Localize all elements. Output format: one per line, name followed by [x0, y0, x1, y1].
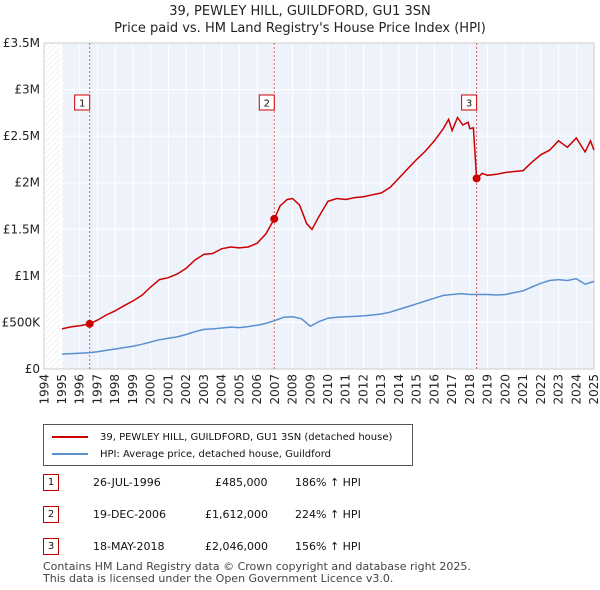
x-tick-label: 2005 [232, 374, 246, 405]
y-tick-label: £3.5M [3, 36, 40, 50]
plot-background [44, 43, 594, 369]
y-tick-label: £0 [25, 362, 40, 376]
x-tick-label: 2023 [552, 374, 566, 405]
x-tick-label: 2008 [286, 374, 300, 405]
x-tick-label: 2010 [321, 374, 335, 405]
x-tick-label: 1998 [108, 374, 122, 405]
hatched-start-band [44, 43, 60, 369]
sale-hpi-change: 156% ↑ HPI [295, 540, 361, 553]
sale-number: 3 [43, 538, 59, 555]
sale-row: 1 26-JUL-1996 £485,000 186% ↑ HPI [43, 472, 483, 496]
chart-title: 39, PEWLEY HILL, GUILDFORD, GU1 3SN [169, 4, 431, 19]
sale-label: 3 [466, 99, 472, 110]
y-tick-label: £500K [2, 315, 42, 329]
sale-price: £1,612,000 [205, 508, 268, 521]
sale-point [270, 214, 279, 223]
x-tick-label: 2009 [303, 374, 317, 405]
x-tick-label: 2017 [445, 374, 459, 405]
legend-item-hpi: HPI: Average price, detached house, Guil… [52, 446, 331, 462]
legend-label-property: 39, PEWLEY HILL, GUILDFORD, GU1 3SN (det… [100, 431, 393, 443]
x-tick-label: 2004 [215, 374, 229, 405]
sale-date: 26-JUL-1996 [93, 476, 161, 489]
x-tick-label: 1995 [55, 374, 69, 405]
legend-line-hpi [52, 453, 88, 455]
x-tick-label: 2021 [516, 374, 530, 405]
chart-subtitle: Price paid vs. HM Land Registry's House … [114, 21, 486, 36]
x-tick-label: 2012 [356, 374, 370, 405]
x-tick-label: 2006 [250, 374, 264, 405]
sale-label: 1 [79, 99, 85, 110]
sale-date: 18-MAY-2018 [93, 540, 165, 553]
x-tick-label: 2025 [587, 374, 600, 405]
footer-line-1: Contains HM Land Registry data © Crown c… [43, 560, 471, 573]
sale-price: £2,046,000 [205, 540, 268, 553]
sale-number: 1 [43, 474, 59, 491]
sale-point [85, 319, 94, 328]
x-tick-label: 2024 [569, 374, 583, 405]
series-line-hpi [61, 277, 595, 355]
x-tick-label: 2001 [161, 374, 175, 405]
sale-row: 3 18-MAY-2018 £2,046,000 156% ↑ HPI [43, 536, 483, 560]
y-tick-label: £1.5M [3, 222, 40, 236]
x-tick-label: 2020 [498, 374, 512, 405]
sale-row: 2 19-DEC-2006 £1,612,000 224% ↑ HPI [43, 504, 483, 528]
legend-item-property: 39, PEWLEY HILL, GUILDFORD, GU1 3SN (det… [52, 429, 392, 445]
sale-label-box [74, 94, 91, 111]
sale-label-box [461, 94, 478, 111]
x-tick-label: 2002 [179, 374, 193, 405]
x-tick-label: 2018 [463, 374, 477, 405]
price-chart: £0 £500K £1M £1.5M £2M £2.5M £3M £3.5M 1994 1995 1… [2, 36, 600, 405]
x-tick-label: 1994 [37, 374, 51, 405]
x-tick-label: 2011 [339, 374, 353, 405]
legend: 39, PEWLEY HILL, GUILDFORD, GU1 3SN (det… [43, 424, 413, 466]
x-tick-label: 2022 [534, 374, 548, 405]
sale-label: 2 [264, 99, 270, 110]
sale-point [472, 174, 481, 183]
y-tick-label: £2.5M [3, 129, 40, 143]
series-line-property [61, 115, 595, 330]
sale-hpi-change: 186% ↑ HPI [295, 476, 361, 489]
x-tick-label: 2015 [410, 374, 424, 405]
x-tick-label: 1999 [126, 374, 140, 405]
sale-date: 19-DEC-2006 [93, 508, 167, 521]
x-tick-label: 2013 [374, 374, 388, 405]
x-tick-label: 2019 [481, 374, 495, 405]
x-tick-label: 2007 [268, 374, 282, 405]
x-tick-label: 2003 [197, 374, 211, 405]
legend-line-property [52, 436, 88, 438]
sale-number: 2 [43, 506, 59, 523]
x-tick-label: 1996 [73, 374, 87, 405]
x-tick-label: 2000 [144, 374, 158, 405]
sale-label-box [258, 94, 275, 111]
plot-border [43, 42, 595, 370]
x-tick-label: 1997 [90, 374, 104, 405]
y-tick-label: £2M [14, 176, 40, 190]
legend-label-hpi: HPI: Average price, detached house, Guil… [100, 448, 332, 460]
x-tick-label: 2016 [427, 374, 441, 405]
x-tick-label: 2014 [392, 374, 406, 405]
sale-price: £485,000 [215, 476, 268, 489]
sale-hpi-change: 224% ↑ HPI [295, 508, 361, 521]
footer: Contains HM Land Registry data © Crown c… [43, 561, 471, 585]
y-tick-label: £1M [14, 269, 40, 283]
y-tick-label: £3M [14, 83, 40, 97]
footer-line-2: This data is licensed under the Open Gov… [43, 572, 394, 585]
